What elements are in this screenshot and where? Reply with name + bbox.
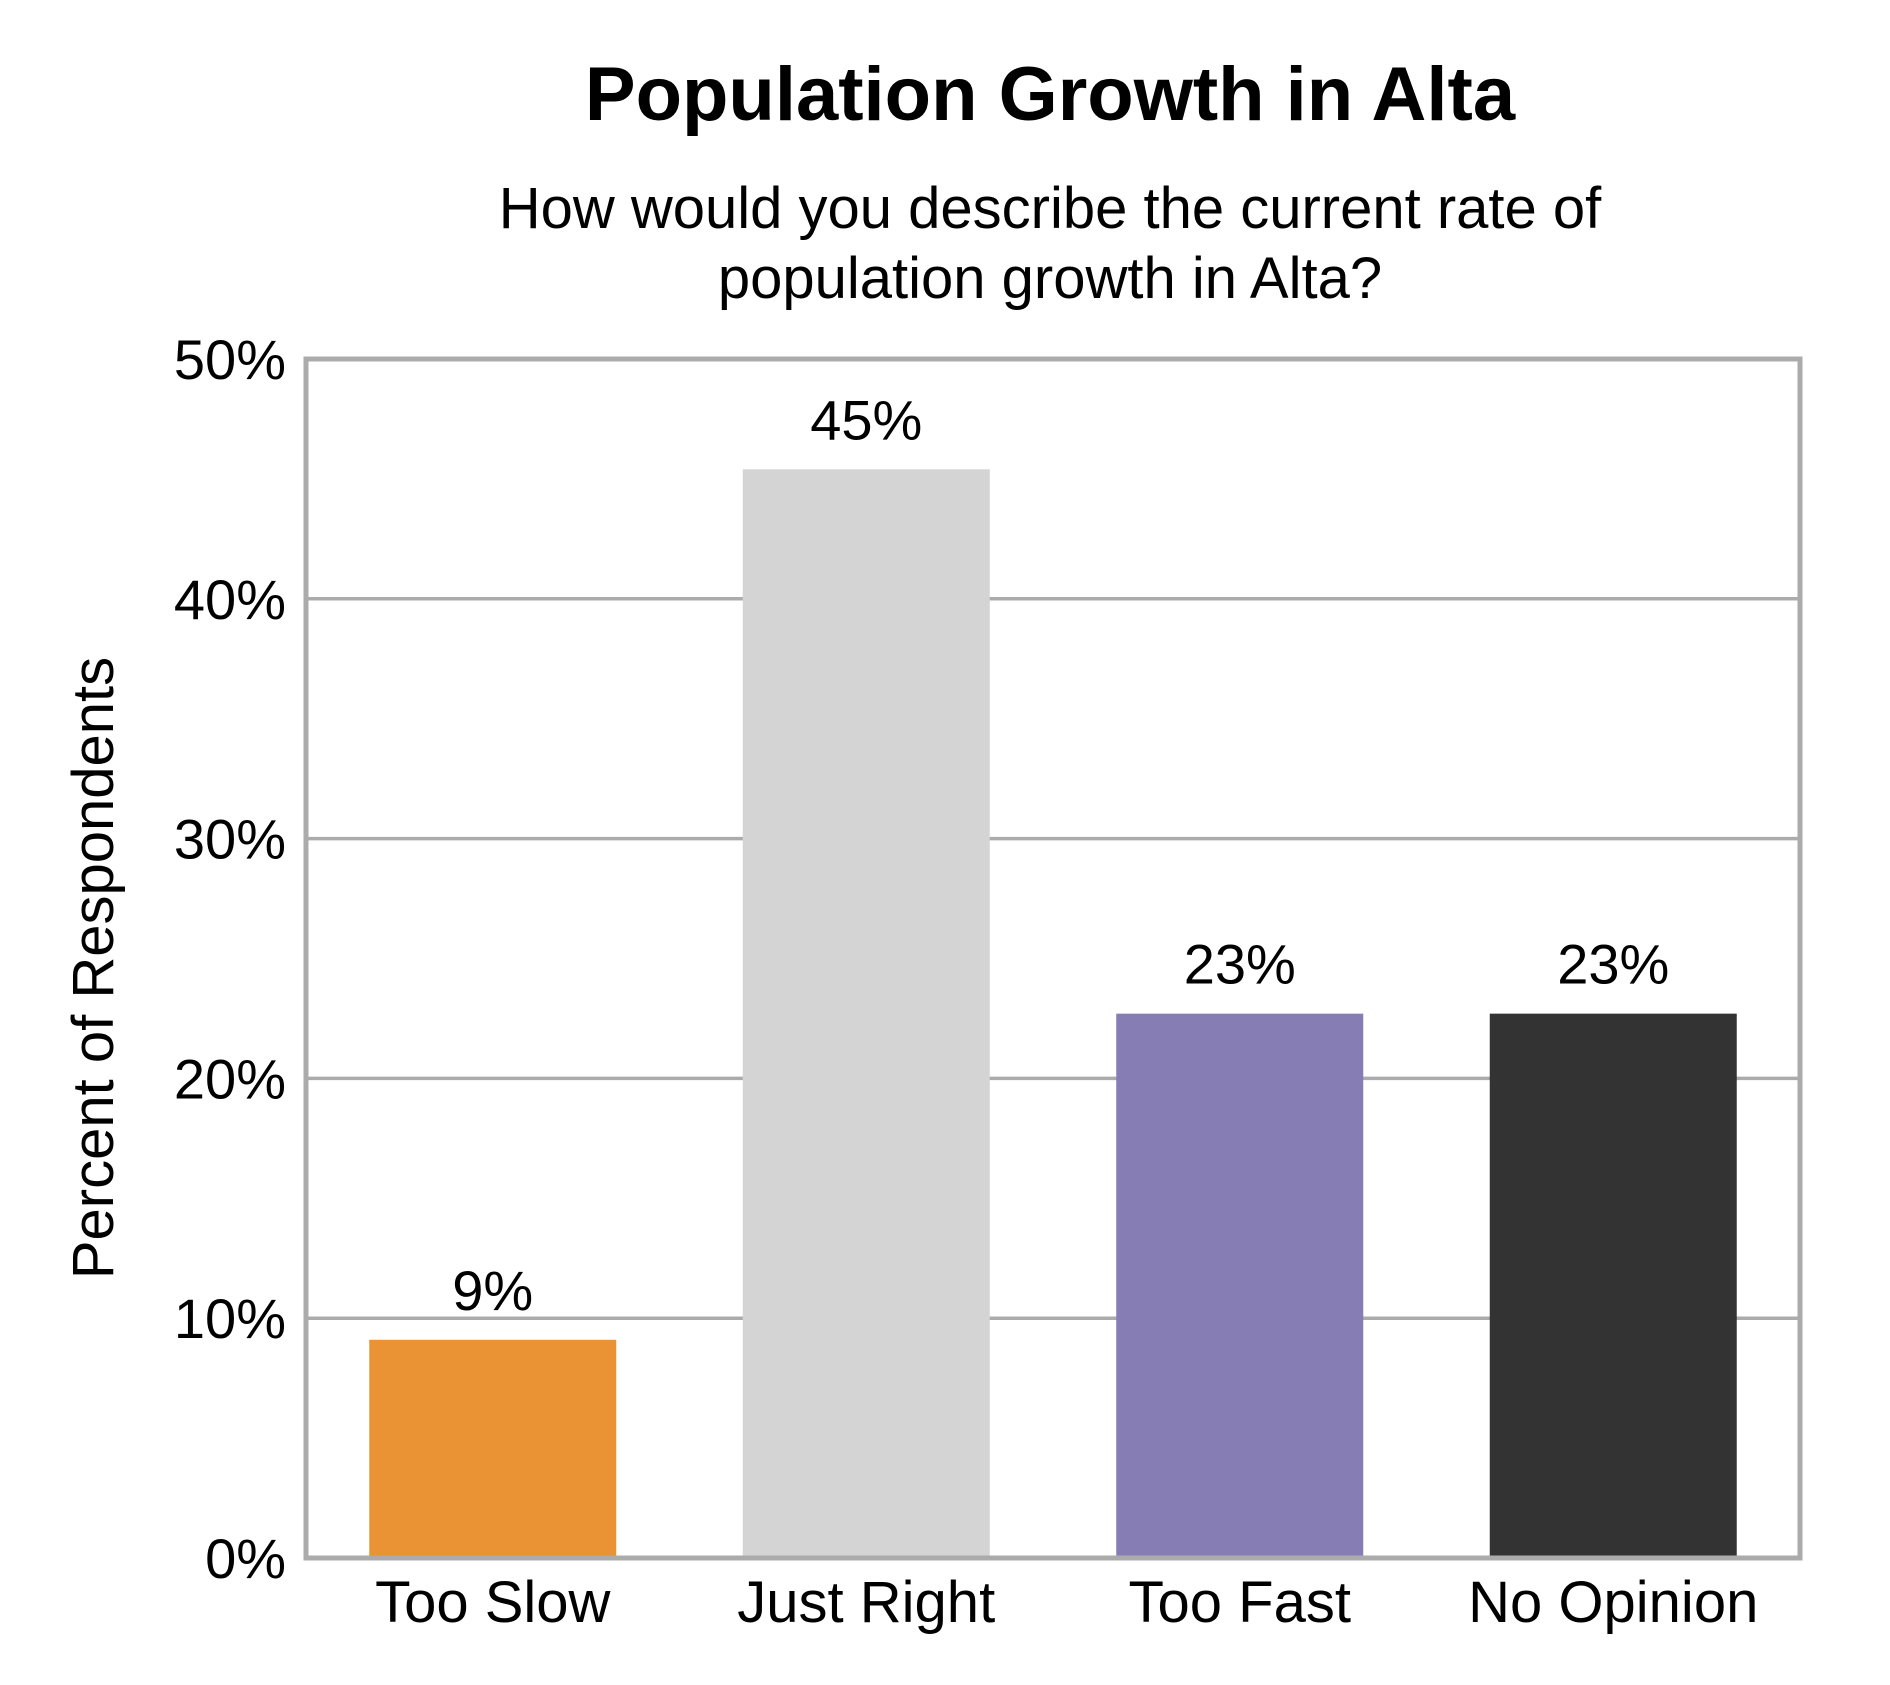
data-label: 23% — [1184, 933, 1296, 996]
y-tick-label: 0% — [205, 1527, 286, 1590]
y-axis-title: Percent of Respondents — [61, 657, 126, 1279]
labels: 0% 10% 20% 30% 40% 50% 9% Too Slow 45% Just Right… — [174, 328, 1758, 1635]
y-tick-label: 20% — [174, 1047, 286, 1110]
data-label: 45% — [810, 388, 922, 451]
y-tick-label: 10% — [174, 1287, 286, 1350]
bar-no-opinion — [1489, 1013, 1737, 1558]
data-label: 23% — [1557, 933, 1669, 996]
bar-just-right — [742, 469, 990, 1559]
chart-subtitle-line-1: How would you describe the current rate … — [499, 176, 1602, 241]
y-tick-label: 40% — [174, 568, 286, 631]
plot-border — [303, 356, 1803, 1561]
bars — [369, 469, 1737, 1559]
x-tick-label: Too Fast — [1129, 1570, 1351, 1635]
plot-frame — [303, 356, 1803, 1561]
y-tick-label: 50% — [174, 328, 286, 391]
chart-subtitle-line-2: population growth in Alta? — [718, 246, 1382, 311]
chart-title: Population Growth in Alta — [585, 52, 1516, 137]
x-tick-label: No Opinion — [1468, 1570, 1758, 1635]
y-tick-label: 30% — [174, 808, 286, 871]
data-label: 9% — [452, 1259, 533, 1322]
bar-too-slow — [369, 1339, 617, 1558]
x-tick-label: Too Slow — [375, 1570, 611, 1635]
bar-too-fast — [1116, 1013, 1364, 1558]
x-tick-label: Just Right — [737, 1570, 995, 1635]
